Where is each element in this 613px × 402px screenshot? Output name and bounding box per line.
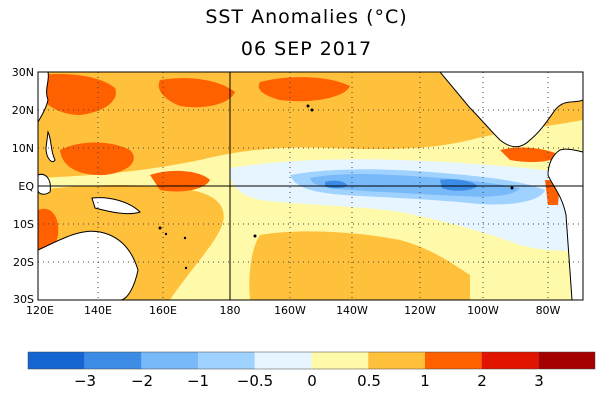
colorbar-label: −0.5 [237, 372, 273, 390]
lat-label: 30S [13, 293, 34, 306]
asia-coast [38, 72, 49, 123]
map-frame [37, 71, 584, 301]
lon-label: 180 [220, 304, 241, 317]
lat-label: 20N [12, 104, 34, 117]
lon-label: 160W [274, 304, 306, 317]
colorbar-swatch [538, 352, 595, 369]
lon-label: 80W [536, 304, 561, 317]
colorbar-label: −1 [187, 372, 209, 390]
map-title: SST Anomalies (°C) [205, 6, 408, 28]
land-masses [38, 72, 583, 300]
colorbar-label: 0.5 [357, 372, 381, 390]
small-islands [158, 104, 514, 270]
borneo [38, 173, 51, 195]
lat-labels: 30N 20N 10N EQ 10S 20S 30S [12, 66, 35, 306]
colorbar-label: 1 [420, 372, 430, 390]
lon-label: 160E [149, 304, 177, 317]
australia [38, 230, 139, 300]
philippines [45, 130, 56, 163]
colorbar [27, 351, 596, 370]
colorbar-label: 0 [307, 372, 317, 390]
lat-label: 10N [12, 142, 34, 155]
colorbar-swatch [141, 352, 199, 369]
colorbar-swatch [254, 352, 312, 369]
colorbar-swatch [311, 352, 369, 369]
lon-label: 140E [84, 304, 112, 317]
lat-label: 10S [13, 218, 34, 231]
colorbar-swatch [481, 352, 539, 369]
colorbar-swatch [424, 352, 482, 369]
lon-labels: 120E 140E 160E 180 160W 140W 120W 100W 8… [26, 304, 561, 317]
new-guinea [91, 197, 141, 215]
grid-lines [38, 72, 583, 300]
colorbar-label: −3 [74, 372, 96, 390]
lat-label: 20S [13, 256, 34, 269]
south-america [547, 148, 583, 300]
lon-label: 120E [26, 304, 54, 317]
colorbar-swatch [368, 352, 425, 369]
lat-label: 30N [12, 66, 34, 79]
colorbar-labels: −3 −2 −1 −0.5 0 0.5 1 2 3 [74, 372, 544, 390]
colorbar-swatch [84, 352, 142, 369]
lon-label: 100W [467, 304, 499, 317]
lon-label: 140W [336, 304, 368, 317]
north-america [439, 72, 583, 148]
map-date: 06 SEP 2017 [240, 38, 373, 60]
colorbar-label: 2 [477, 372, 487, 390]
colorbar-label: 3 [534, 372, 544, 390]
lon-label: 120W [404, 304, 436, 317]
colorbar-swatch [198, 352, 255, 369]
colorbar-label: −2 [131, 372, 153, 390]
colorbar-swatch [28, 352, 85, 369]
lat-label: EQ [18, 180, 34, 193]
colorbar-frame [27, 351, 596, 370]
